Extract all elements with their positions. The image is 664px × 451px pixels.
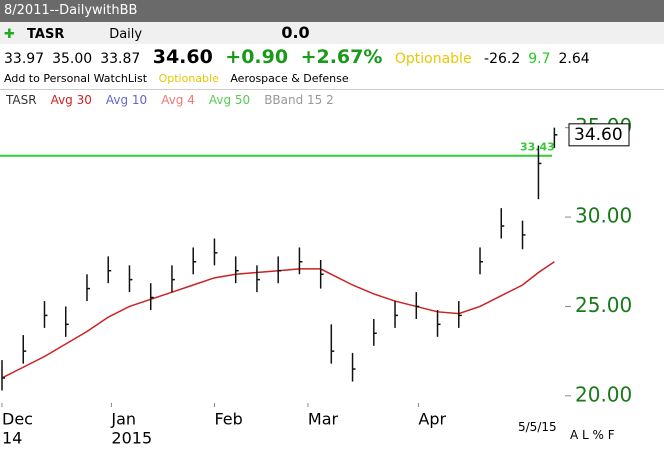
year-label: 14 bbox=[2, 429, 22, 448]
indicator-legend: TASR Avg 30 Avg 10 Avg 4 Avg 50 BBand 15 2 bbox=[0, 89, 664, 110]
legend-entry[interactable]: Avg 30 bbox=[50, 93, 92, 107]
x-tick-label: Feb bbox=[214, 410, 242, 429]
toolbar-value: 0.0 bbox=[281, 23, 310, 42]
x-tick-label: Dec bbox=[2, 410, 33, 429]
chart: 20.0025.0030.0035.00DecJanFebMarApr14201… bbox=[0, 114, 632, 448]
x-tick-label: Apr bbox=[418, 410, 446, 429]
x-tick-label: Mar bbox=[308, 410, 339, 429]
low: 33.87 bbox=[100, 51, 141, 67]
avg30-line bbox=[1, 261, 555, 379]
y-tick-label: 20.00 bbox=[575, 382, 632, 406]
last-price-label: 34.60 bbox=[574, 125, 623, 145]
footer-buttons[interactable]: A L % F bbox=[570, 428, 660, 442]
industry: Aerospace & Defense bbox=[230, 72, 349, 85]
x-tick-label: Jan bbox=[110, 410, 136, 429]
legend-entry[interactable]: BBand 15 2 bbox=[264, 93, 334, 107]
last: 34.60 bbox=[152, 46, 213, 68]
title-bar: 8/2011--DailywithBB bbox=[0, 0, 664, 22]
change: +0.90 bbox=[225, 46, 289, 68]
metric: 9.7 bbox=[528, 51, 551, 67]
date-label: 5/5/15 bbox=[518, 420, 557, 434]
metric: -26.2 bbox=[484, 51, 521, 67]
buttons[interactable]: A L % F bbox=[570, 428, 615, 442]
add-icon[interactable]: ✚ bbox=[4, 27, 15, 42]
open: 33.97 bbox=[4, 51, 45, 67]
year-label: 2015 bbox=[111, 429, 152, 448]
symbol[interactable]: TASR bbox=[27, 27, 65, 42]
info-row: Add to Personal WatchList Optionable Aer… bbox=[0, 70, 664, 88]
toolbar: ✚ TASR Daily 0.0 bbox=[0, 22, 664, 44]
period[interactable]: Daily bbox=[109, 27, 143, 42]
date: 5/5/15 bbox=[518, 420, 568, 434]
legend-entry[interactable]: Avg 4 bbox=[161, 93, 195, 107]
metric: 2.64 bbox=[558, 51, 590, 67]
quote-row: 33.97 35.00 33.87 34.60 +0.90 +2.67% Optio… bbox=[0, 44, 664, 70]
window-title: 8/2011--DailywithBB bbox=[4, 3, 138, 18]
optionable: Optionable bbox=[158, 72, 219, 85]
last-price-box bbox=[568, 123, 630, 147]
legend-entry[interactable]: Avg 50 bbox=[208, 93, 251, 107]
y-tick-label: 30.00 bbox=[575, 204, 632, 228]
y-tick-label: 25.00 bbox=[575, 293, 632, 317]
high: 35.00 bbox=[52, 51, 93, 67]
legend-entry[interactable]: Avg 10 bbox=[105, 93, 148, 107]
optionable: Optionable bbox=[394, 51, 472, 67]
reference-label: 33.43 bbox=[520, 141, 555, 154]
watchlist-link[interactable]: Add to Personal WatchList bbox=[4, 72, 148, 85]
legend-entry[interactable]: TASR bbox=[6, 93, 37, 107]
pct: +2.67% bbox=[300, 46, 383, 68]
